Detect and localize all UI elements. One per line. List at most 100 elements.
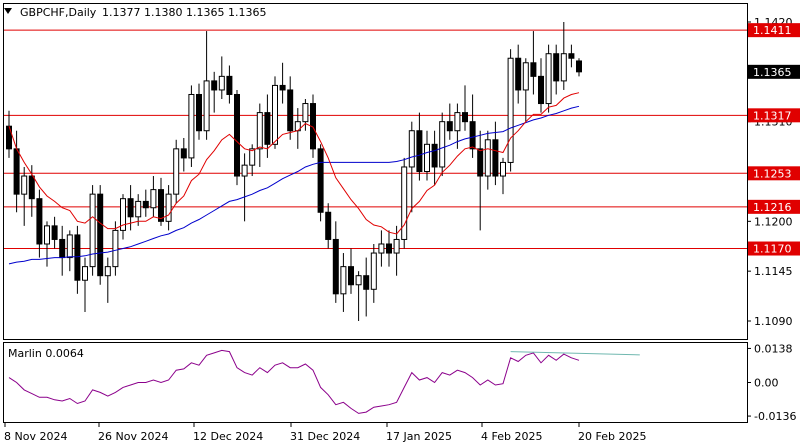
candle: [211, 71, 218, 113]
triangle-down-icon[interactable]: [4, 8, 12, 14]
candle-body-up: [522, 62, 529, 91]
candle-body-down: [211, 80, 218, 91]
candle: [82, 257, 88, 312]
candle: [363, 257, 370, 317]
candle: [576, 58, 582, 77]
candle-body-down: [97, 193, 104, 277]
candle: [21, 166, 28, 226]
candle: [325, 203, 332, 249]
candle: [74, 225, 81, 294]
candle: [249, 144, 256, 177]
candle: [279, 62, 286, 104]
candle: [507, 49, 514, 172]
candle: [386, 230, 392, 267]
tag-box: [748, 199, 800, 214]
candle-body-up: [112, 229, 119, 268]
indicator-title: Marlin 0.0064: [8, 347, 84, 360]
candle: [218, 56, 225, 100]
candle-body-up: [545, 53, 552, 105]
candle: [439, 112, 446, 177]
candle-body-down: [180, 148, 187, 159]
ma-slow-line: [8, 105, 580, 265]
candle: [287, 76, 294, 140]
candle: [89, 185, 96, 276]
level-tag: 1.1317: [748, 108, 800, 123]
candle-body-down: [59, 238, 66, 259]
candle: [51, 216, 58, 249]
candle-body-up: [165, 193, 172, 222]
candle-body-up: [44, 225, 50, 245]
candle: [545, 44, 552, 113]
tag-label: 1.1253: [753, 167, 792, 180]
candle: [264, 94, 271, 158]
candle-body-down: [538, 75, 544, 105]
candle-body-up: [173, 148, 180, 195]
candle: [355, 271, 362, 321]
current-price-tag: 1.1365: [748, 64, 800, 79]
candle-body-down: [386, 243, 392, 254]
candle: [226, 65, 233, 104]
candle-body-down: [348, 266, 354, 286]
candle: [188, 85, 195, 167]
candle: [165, 185, 172, 231]
candle-body-down: [553, 53, 560, 82]
candle-body-down: [142, 200, 149, 209]
candle-body-down: [127, 198, 134, 218]
candle-body-up: [393, 238, 400, 254]
date-label: 20 Feb 2025: [578, 430, 646, 443]
candle-body-down: [6, 125, 12, 150]
candle-body-up: [203, 80, 210, 132]
level-tag: 1.1216: [748, 199, 800, 214]
candle: [180, 137, 187, 172]
candle: [158, 177, 164, 226]
candle: [112, 221, 119, 276]
candle-body-up: [150, 189, 157, 209]
tag-box: [748, 166, 800, 181]
candle-body-up: [454, 112, 461, 132]
candle-body-up: [104, 266, 111, 277]
candle: [203, 31, 210, 140]
candle-body-down: [515, 57, 522, 91]
chart-title: GBPCHF,Daily: [20, 6, 97, 19]
price-tick-label: 1.1200: [754, 215, 793, 228]
candle: [424, 130, 430, 181]
candle-body-up: [66, 234, 73, 259]
candle-body-up: [355, 275, 362, 286]
candle: [530, 31, 537, 95]
candle: [522, 58, 529, 122]
candle: [370, 243, 377, 303]
tag-box: [748, 108, 800, 123]
candle-body-down: [332, 238, 339, 295]
oscillator-axis: 0.0138 0.00 -0.0136: [747, 342, 796, 423]
candle-body-down: [287, 89, 294, 132]
candle: [446, 103, 453, 140]
osc-tick-label: -0.0136: [754, 410, 796, 423]
candle: [104, 257, 111, 303]
candle-body-down: [492, 139, 499, 177]
candle: [44, 221, 50, 267]
candle-body-up: [241, 164, 248, 177]
candle-body-down: [416, 130, 423, 173]
candle-body-up: [21, 175, 28, 195]
level-tag: 1.1411: [748, 23, 800, 38]
candle-body-down: [196, 93, 202, 132]
candle-body-up: [507, 57, 514, 163]
candle-body-down: [325, 211, 332, 240]
candle: [36, 189, 43, 258]
date-label: 26 Nov 2024: [98, 430, 168, 443]
candle-body-up: [340, 266, 347, 295]
candle-body-up: [378, 243, 385, 254]
candle: [234, 89, 240, 186]
candle: [150, 176, 157, 217]
tag-label: 1.1317: [753, 109, 792, 122]
osc-tick-label: 0.0138: [754, 342, 793, 355]
candle-body-down: [226, 75, 233, 95]
candle: [302, 99, 309, 131]
candle: [378, 230, 385, 267]
candle-body-down: [576, 60, 582, 73]
candle-body-up: [370, 252, 377, 290]
candle: [560, 22, 567, 90]
tag-box: [748, 23, 800, 38]
candle-body-down: [13, 148, 20, 195]
